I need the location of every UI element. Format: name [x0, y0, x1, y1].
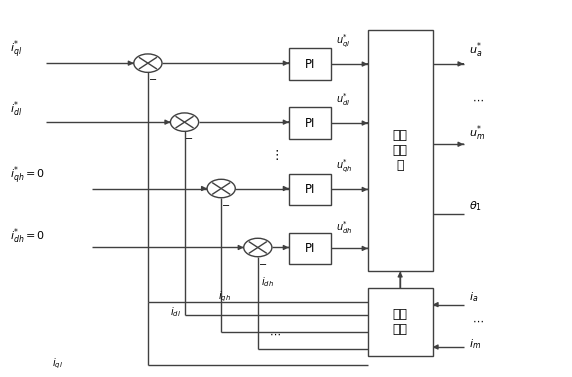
Text: PI: PI: [305, 183, 315, 196]
Bar: [289, 233, 331, 264]
Bar: [368, 288, 432, 356]
Text: $-$: $-$: [185, 132, 193, 143]
Text: $\cdots$: $\cdots$: [472, 95, 484, 105]
Circle shape: [207, 179, 235, 198]
Text: $i_{dh}$: $i_{dh}$: [261, 276, 273, 290]
Bar: [289, 174, 331, 205]
Text: $u_{dh}^{*}$: $u_{dh}^{*}$: [336, 219, 352, 236]
Text: $i_{m}$: $i_{m}$: [469, 337, 481, 351]
Text: $u_{dl}^{*}$: $u_{dl}^{*}$: [336, 92, 350, 109]
Text: $i_{dl}$: $i_{dl}$: [170, 305, 181, 319]
Text: $-$: $-$: [221, 199, 231, 209]
Text: $-$: $-$: [148, 74, 157, 83]
Text: PI: PI: [305, 116, 315, 130]
Text: $i_{ql}^{*}$: $i_{ql}^{*}$: [10, 39, 22, 61]
Text: $i_{dl}^{*}$: $i_{dl}^{*}$: [10, 100, 22, 119]
Text: $\cdots$: $\cdots$: [472, 316, 484, 326]
Text: $u_{ql}^{*}$: $u_{ql}^{*}$: [336, 32, 350, 50]
Text: 坐标
变换: 坐标 变换: [392, 308, 408, 336]
Bar: [289, 107, 331, 139]
Text: $i_{qh}$: $i_{qh}$: [219, 290, 231, 305]
Text: $-$: $-$: [258, 258, 267, 268]
Text: $\theta_1$: $\theta_1$: [469, 199, 482, 213]
Text: $\cdots$: $\cdots$: [269, 329, 281, 339]
Text: $i_{qh}^{*}=0$: $i_{qh}^{*}=0$: [10, 164, 45, 187]
Circle shape: [134, 54, 162, 72]
Text: PI: PI: [305, 58, 315, 70]
Text: $i_{dh}^{*}=0$: $i_{dh}^{*}=0$: [10, 227, 45, 246]
Text: $u_{a}^{*}$: $u_{a}^{*}$: [469, 40, 482, 60]
Text: $i_{ql}$: $i_{ql}$: [52, 356, 63, 371]
Bar: [368, 30, 432, 271]
Text: $u_{m}^{*}$: $u_{m}^{*}$: [469, 123, 485, 143]
Text: PI: PI: [305, 242, 315, 255]
Text: 坐标
逆变
换: 坐标 逆变 换: [392, 129, 408, 172]
Bar: [289, 48, 331, 80]
Circle shape: [170, 113, 198, 131]
Circle shape: [244, 238, 272, 257]
Text: $\vdots$: $\vdots$: [271, 148, 279, 162]
Text: $u_{qh}^{*}$: $u_{qh}^{*}$: [336, 158, 352, 175]
Text: $i_{a}$: $i_{a}$: [469, 290, 479, 304]
